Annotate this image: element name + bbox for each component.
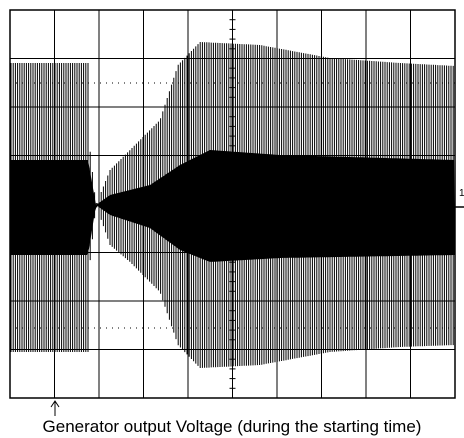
waveform-core: [10, 150, 455, 262]
scope-screen: 1 Generator output Voltage (during the s…: [0, 0, 464, 438]
page: 1 Generator output Voltage (during the s…: [0, 0, 464, 438]
channel-marker: 1: [459, 188, 464, 199]
caption: Generator output Voltage (during the sta…: [43, 417, 422, 436]
